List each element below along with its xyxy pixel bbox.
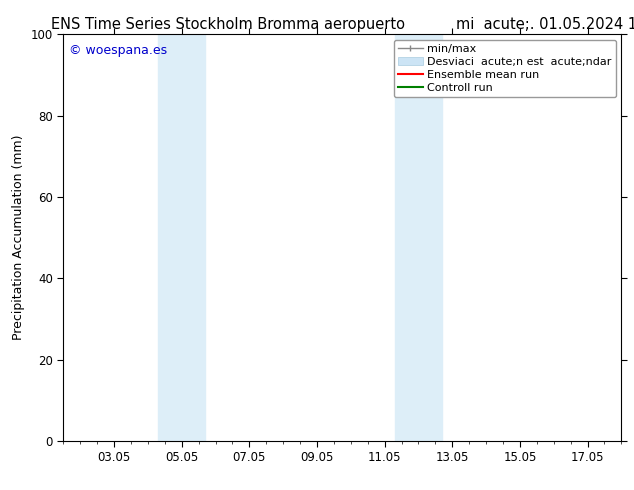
Bar [395, 34, 442, 441]
Bar [158, 34, 205, 441]
Y-axis label: Precipitation Accumulation (mm): Precipitation Accumulation (mm) [12, 135, 25, 341]
Text: mi  acute;. 01.05.2024 10 UTC: mi acute;. 01.05.2024 10 UTC [456, 17, 634, 32]
Text: © woespana.es: © woespana.es [69, 45, 167, 57]
Text: ENS Time Series Stockholm Bromma aeropuerto: ENS Time Series Stockholm Bromma aeropue… [51, 17, 404, 32]
Legend: min/max, Desviaci  acute;n est  acute;ndar, Ensemble mean run, Controll run: min/max, Desviaci acute;n est acute;ndar… [394, 40, 616, 97]
